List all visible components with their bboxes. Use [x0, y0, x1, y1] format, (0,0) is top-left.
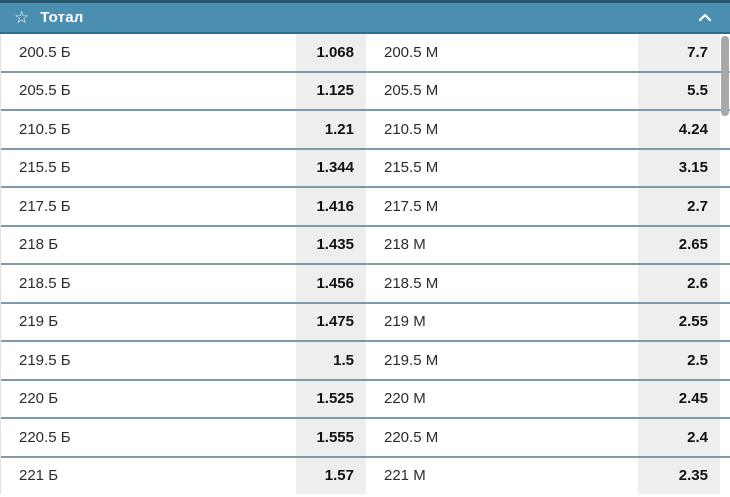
selection-label: 200.5 М [366, 34, 638, 71]
selection-odds: 1.555 [296, 419, 366, 456]
selection-label: 205.5 Б [1, 72, 296, 109]
table-row: 205.5 Б 1.125 205.5 М 5.5 [1, 70, 730, 109]
selection-label: 221 М [366, 457, 638, 494]
selection-label: 221 Б [1, 457, 296, 494]
bet-selection-over[interactable]: 219.5 Б 1.5 [1, 342, 366, 379]
selection-odds: 1.344 [296, 149, 366, 186]
selection-label: 218.5 Б [1, 265, 296, 302]
selection-odds: 3.15 [638, 149, 720, 186]
bet-selection-under[interactable]: 221 М 2.35 [366, 457, 720, 494]
selection-odds: 2.7 [638, 188, 720, 225]
bottom-strip [0, 494, 730, 497]
bet-selection-under[interactable]: 218 М 2.65 [366, 226, 720, 263]
selection-label: 220 М [366, 380, 638, 417]
table-row: 210.5 Б 1.21 210.5 М 4.24 [1, 109, 730, 148]
selection-odds: 1.21 [296, 111, 366, 148]
bet-selection-over[interactable]: 215.5 Б 1.344 [1, 149, 366, 186]
selection-label: 210.5 Б [1, 111, 296, 148]
selection-odds: 1.068 [296, 34, 366, 71]
selection-label: 217.5 Б [1, 188, 296, 225]
selection-label: 200.5 Б [1, 34, 296, 71]
bet-selection-over[interactable]: 221 Б 1.57 [1, 457, 366, 494]
bet-selection-over[interactable]: 220 Б 1.525 [1, 380, 366, 417]
selection-label: 220.5 Б [1, 419, 296, 456]
selection-odds: 1.57 [296, 457, 366, 494]
bet-selection-under[interactable]: 200.5 М 7.7 [366, 34, 720, 71]
selection-odds: 1.525 [296, 380, 366, 417]
selection-odds: 1.125 [296, 72, 366, 109]
selection-label: 215.5 Б [1, 149, 296, 186]
selection-odds: 1.416 [296, 188, 366, 225]
table-row: 219 Б 1.475 219 М 2.55 [1, 301, 730, 340]
table-row: 218.5 Б 1.456 218.5 М 2.6 [1, 263, 730, 302]
selection-label: 219.5 Б [1, 342, 296, 379]
selection-odds: 7.7 [638, 34, 720, 71]
bet-selection-under[interactable]: 220.5 М 2.4 [366, 419, 720, 456]
selection-label: 205.5 М [366, 72, 638, 109]
bet-selection-over[interactable]: 219 Б 1.475 [1, 303, 366, 340]
bet-selection-over[interactable]: 205.5 Б 1.125 [1, 72, 366, 109]
selection-label: 220 Б [1, 380, 296, 417]
table-row: 220.5 Б 1.555 220.5 М 2.4 [1, 417, 730, 456]
bet-selection-under[interactable]: 215.5 М 3.15 [366, 149, 720, 186]
bet-selection-over[interactable]: 218 Б 1.435 [1, 226, 366, 263]
table-row: 215.5 Б 1.344 215.5 М 3.15 [1, 147, 730, 186]
selection-odds: 4.24 [638, 111, 720, 148]
table-row: 200.5 Б 1.068 200.5 М 7.7 [1, 34, 730, 71]
table-row: 221 Б 1.57 221 М 2.35 [1, 455, 730, 494]
selection-label: 219.5 М [366, 342, 638, 379]
favorite-star-icon[interactable]: ☆ [14, 7, 30, 27]
selection-label: 219 Б [1, 303, 296, 340]
table-row: 217.5 Б 1.416 217.5 М 2.7 [1, 186, 730, 225]
bet-selection-over[interactable]: 210.5 Б 1.21 [1, 111, 366, 148]
selection-odds: 1.456 [296, 265, 366, 302]
bet-selection-under[interactable]: 210.5 М 4.24 [366, 111, 720, 148]
odds-rows: 200.5 Б 1.068 200.5 М 7.7 205.5 Б 1.125 … [0, 34, 730, 494]
selection-odds: 2.5 [638, 342, 720, 379]
bet-selection-over[interactable]: 218.5 Б 1.456 [1, 265, 366, 302]
bet-selection-over[interactable]: 220.5 Б 1.555 [1, 419, 366, 456]
scrollbar-thumb[interactable] [721, 36, 729, 116]
selection-odds: 5.5 [638, 72, 720, 109]
selection-odds: 2.35 [638, 457, 720, 494]
selection-odds: 2.6 [638, 265, 720, 302]
selection-label: 220.5 М [366, 419, 638, 456]
bet-selection-under[interactable]: 220 М 2.45 [366, 380, 720, 417]
chevron-up-icon[interactable] [698, 13, 712, 22]
selection-label: 218.5 М [366, 265, 638, 302]
selection-odds: 1.5 [296, 342, 366, 379]
selection-label: 218 Б [1, 226, 296, 263]
selection-label: 218 М [366, 226, 638, 263]
selection-odds: 2.4 [638, 419, 720, 456]
selection-odds: 2.55 [638, 303, 720, 340]
table-row: 219.5 Б 1.5 219.5 М 2.5 [1, 340, 730, 379]
selection-label: 217.5 М [366, 188, 638, 225]
market-header[interactable]: ☆ Тотал [0, 0, 730, 34]
market-title: Тотал [40, 9, 84, 26]
table-row: 220 Б 1.525 220 М 2.45 [1, 378, 730, 417]
selection-label: 219 М [366, 303, 638, 340]
table-row: 218 Б 1.435 218 М 2.65 [1, 224, 730, 263]
scrollbar[interactable] [720, 34, 730, 497]
bet-selection-under[interactable]: 205.5 М 5.5 [366, 72, 720, 109]
selection-odds: 2.65 [638, 226, 720, 263]
bet-selection-under[interactable]: 217.5 М 2.7 [366, 188, 720, 225]
selection-label: 215.5 М [366, 149, 638, 186]
selection-odds: 1.435 [296, 226, 366, 263]
bet-selection-under[interactable]: 219 М 2.55 [366, 303, 720, 340]
selection-odds: 2.45 [638, 380, 720, 417]
bet-selection-under[interactable]: 218.5 М 2.6 [366, 265, 720, 302]
bet-selection-over[interactable]: 217.5 Б 1.416 [1, 188, 366, 225]
selection-odds: 1.475 [296, 303, 366, 340]
bet-selection-over[interactable]: 200.5 Б 1.068 [1, 34, 366, 71]
selection-label: 210.5 М [366, 111, 638, 148]
bet-selection-under[interactable]: 219.5 М 2.5 [366, 342, 720, 379]
